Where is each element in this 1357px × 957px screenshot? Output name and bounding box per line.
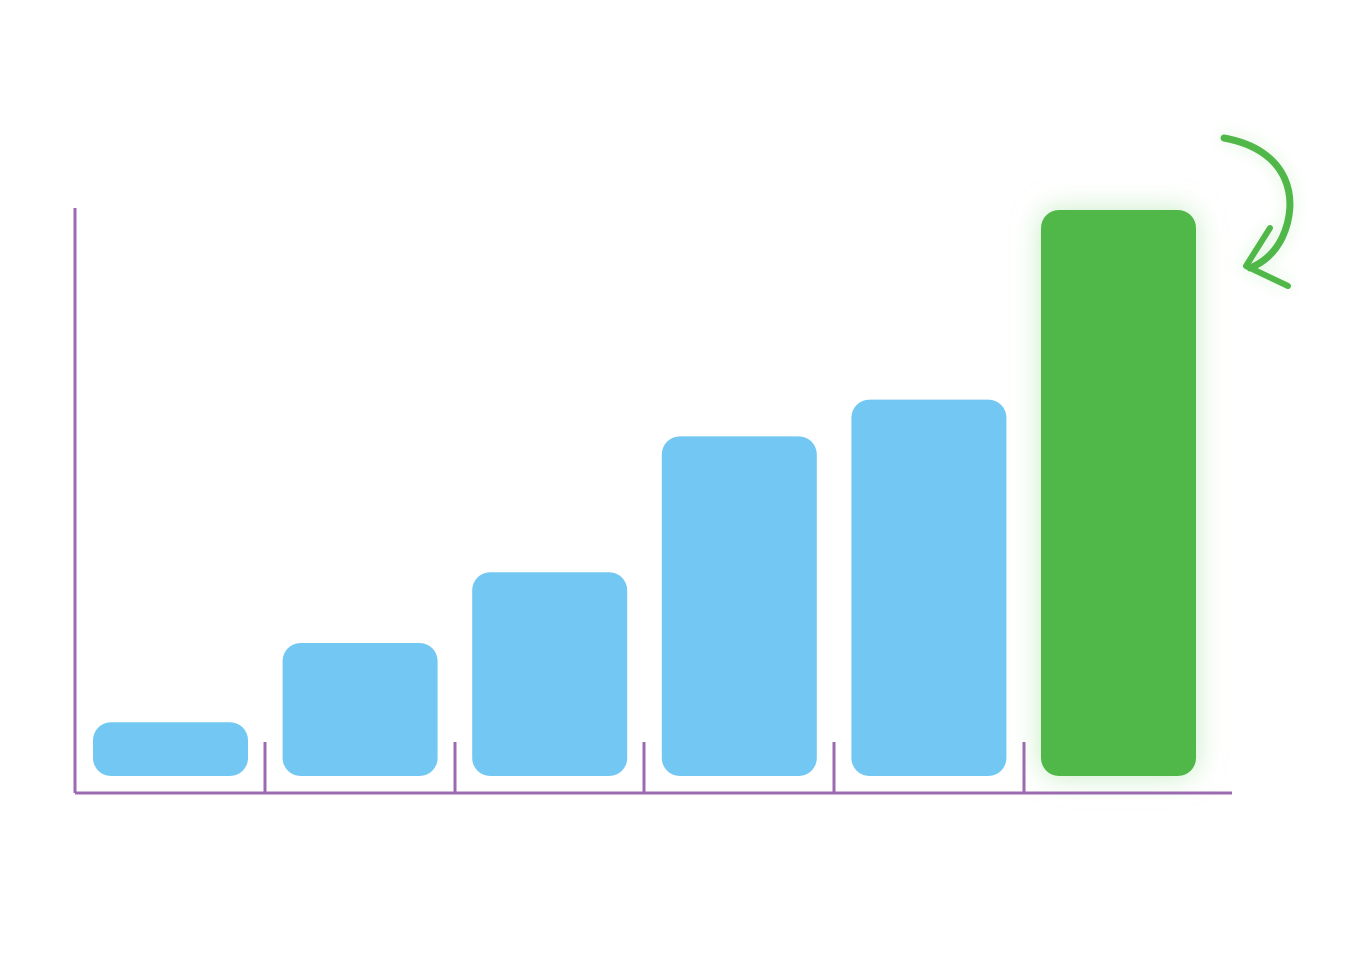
bar (661, 436, 817, 776)
highlight-arrow (1220, 134, 1294, 289)
bars (93, 210, 1196, 776)
bar (851, 399, 1007, 776)
axes (73, 208, 1232, 795)
bar (472, 572, 628, 776)
highlighted-bar (1041, 210, 1196, 776)
bar (93, 722, 248, 776)
bar (282, 642, 438, 776)
